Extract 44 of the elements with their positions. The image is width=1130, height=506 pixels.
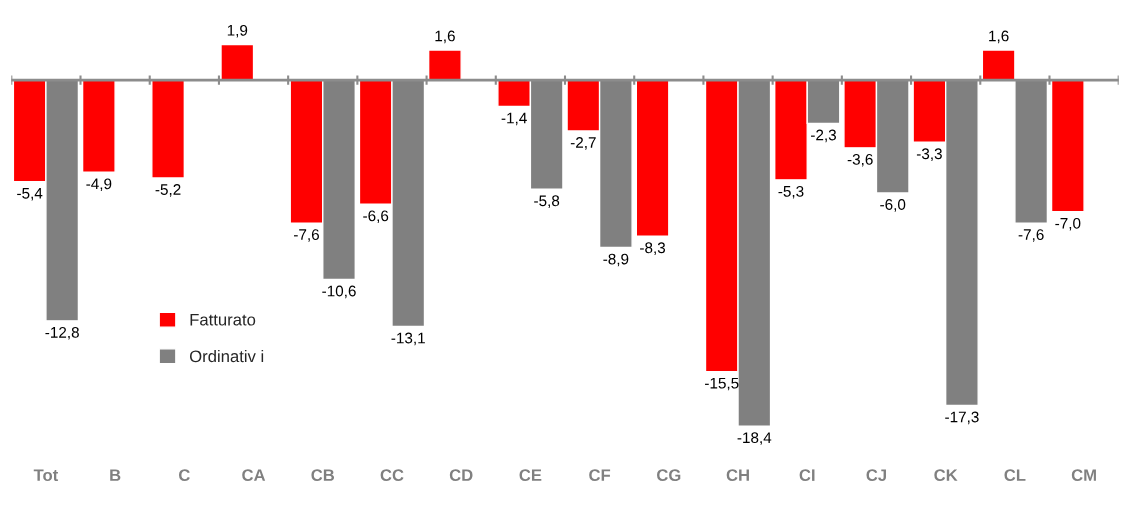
data-label: -3,3 [916,148,942,161]
data-label: 1,9 [227,24,248,38]
data-label: -5,4 [17,188,43,201]
x-tick-label: CH [726,469,749,482]
x-tick-label: CF [589,469,611,482]
x-tick-label: B [110,469,121,481]
data-label: -5,3 [778,185,804,199]
data-label: -7,6 [294,229,319,242]
data-label: -17,3 [945,411,979,425]
data-label: -18,4 [737,432,772,445]
x-tick-label: CD [449,469,473,482]
data-label: -6,6 [363,210,389,224]
legend-label: Fatturato [190,313,256,326]
data-label: -2,3 [811,129,836,143]
data-label: -7,6 [1018,229,1044,242]
data-label: -4,9 [86,178,112,192]
data-label: 1,6 [435,30,455,44]
x-tick-label: CI [799,469,815,482]
data-label: -2,7 [570,137,596,150]
data-label: -8,9 [603,253,629,267]
data-label: -7,0 [1055,217,1081,231]
x-tick-label: CJ [866,469,886,482]
data-label: -6,0 [880,199,906,212]
x-tick-label: Tot [33,469,59,482]
x-tick-label: CA [242,469,266,482]
x-tick-label: C [179,469,190,482]
x-tick-label: CE [519,469,542,482]
data-label: -3,6 [847,154,873,167]
data-label: -5,8 [534,195,560,208]
legend-label: Ordinativ i [189,349,264,363]
x-tick-label: CB [311,469,335,482]
data-label: -10,6 [322,285,356,299]
data-label: -8,3 [640,242,666,255]
data-label: -13,1 [391,332,425,346]
x-tick-label: CM [1071,469,1096,482]
x-tick-label: CL [1004,469,1026,482]
x-tick-label: CG [657,469,681,482]
data-label: -12,8 [45,326,79,340]
data-label: 1,6 [989,30,1009,44]
data-label: -5,2 [155,184,181,197]
x-tick-label: CK [934,469,958,482]
x-tick-label: CC [380,469,404,482]
data-label: -1,4 [501,112,527,126]
data-label: -15,5 [705,377,739,391]
